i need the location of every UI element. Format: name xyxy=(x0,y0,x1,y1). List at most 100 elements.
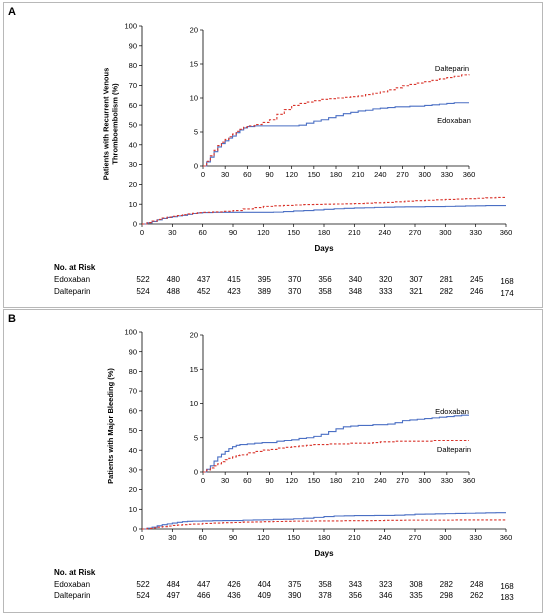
inset-x-tick-label: 30 xyxy=(221,476,229,485)
inset-x-tick-label: 330 xyxy=(441,170,454,179)
inset-series-line-dalteparin xyxy=(203,439,469,473)
x-tick-label: 240 xyxy=(378,228,391,237)
inset-x-tick-label: 30 xyxy=(221,170,229,179)
x-tick-label: 270 xyxy=(409,228,422,237)
x-tick-label: 150 xyxy=(287,228,300,237)
y-tick-label: 50 xyxy=(129,121,137,130)
series-label-edoxaban: Edoxaban xyxy=(435,407,469,416)
x-tick-label: 30 xyxy=(168,228,176,237)
inset-x-tick-label: 150 xyxy=(308,476,321,485)
inset-y-tick-label: 15 xyxy=(190,60,198,69)
x-tick-label: 300 xyxy=(439,228,452,237)
x-tick-label: 270 xyxy=(409,533,422,542)
inset-x-tick-label: 360 xyxy=(463,170,476,179)
y-tick-label: 90 xyxy=(129,41,137,50)
inset-y-tick-label: 10 xyxy=(190,399,198,408)
inset-x-tick-label: 180 xyxy=(330,170,343,179)
inset-y-tick-label: 20 xyxy=(190,331,198,340)
inset-series-line-dalteparin xyxy=(203,74,470,167)
inset-x-tick-label: 300 xyxy=(418,476,431,485)
x-tick-label: 30 xyxy=(168,533,176,542)
inset-x-tick-label: 300 xyxy=(418,170,431,179)
y-tick-label: 50 xyxy=(129,426,137,435)
x-tick-label: 60 xyxy=(198,228,206,237)
y-tick-label: 90 xyxy=(129,347,137,356)
y-axis-title-line: Patients with Recurrent Venous xyxy=(102,68,111,181)
inset-y-tick-label: 15 xyxy=(190,365,198,374)
y-tick-label: 100 xyxy=(124,328,137,337)
y-tick-label: 10 xyxy=(129,200,137,209)
y-axis-title: Patients with Recurrent VenousThromboemb… xyxy=(102,68,120,181)
y-tick-label: 30 xyxy=(129,466,137,475)
x-tick-label: 60 xyxy=(198,533,206,542)
x-axis-title: Days xyxy=(314,549,334,558)
y-tick-label: 0 xyxy=(133,525,137,534)
x-tick-label: 180 xyxy=(318,533,331,542)
x-tick-label: 90 xyxy=(229,228,237,237)
x-tick-label: 330 xyxy=(469,533,482,542)
y-tick-label: 80 xyxy=(129,61,137,70)
x-tick-label: 240 xyxy=(378,533,391,542)
panel-label: A xyxy=(8,6,16,18)
series-line-dalteparin xyxy=(142,519,506,530)
inset-series-line-edoxaban xyxy=(203,102,469,167)
y-tick-label: 80 xyxy=(129,367,137,376)
inset-y-tick-label: 20 xyxy=(190,26,198,35)
x-tick-label: 120 xyxy=(257,228,270,237)
y-tick-label: 60 xyxy=(129,101,137,110)
inset-y-tick-label: 10 xyxy=(190,94,198,103)
y-tick-label: 40 xyxy=(129,446,137,455)
y-tick-label: 40 xyxy=(129,140,137,149)
inset-x-tick-label: 240 xyxy=(374,170,387,179)
inset-x-tick-label: 120 xyxy=(285,170,298,179)
series-line-edoxaban xyxy=(142,512,506,530)
inset-x-tick-label: 210 xyxy=(352,170,365,179)
inset-x-tick-label: 150 xyxy=(308,170,321,179)
inset-y-tick-label: 0 xyxy=(194,162,198,171)
y-tick-label: 70 xyxy=(129,387,137,396)
x-tick-label: 360 xyxy=(500,533,513,542)
panel-a: A 0 10 20 30 40 50 60 70 80 90 100 0 30 60 90 120 150 180… xyxy=(3,2,543,308)
y-tick-label: 100 xyxy=(124,22,137,31)
y-tick-label: 20 xyxy=(129,180,137,189)
y-tick-label: 0 xyxy=(133,220,137,229)
inset-x-tick-label: 360 xyxy=(463,476,476,485)
series-line-edoxaban xyxy=(142,205,506,225)
x-tick-label: 210 xyxy=(348,228,361,237)
inset-x-tick-label: 0 xyxy=(201,476,205,485)
y-axis-title-line: Thromboembolism (%) xyxy=(111,83,120,165)
inset-x-tick-label: 270 xyxy=(396,170,409,179)
inset-x-tick-label: 90 xyxy=(265,170,273,179)
inset-x-tick-label: 240 xyxy=(374,476,387,485)
series-label-dalteparin: Dalteparin xyxy=(437,445,471,454)
panel-label: B xyxy=(8,313,16,325)
y-tick-label: 20 xyxy=(129,485,137,494)
x-tick-label: 300 xyxy=(439,533,452,542)
y-tick-label: 70 xyxy=(129,81,137,90)
x-tick-label: 120 xyxy=(257,533,270,542)
inset-x-tick-label: 90 xyxy=(265,476,273,485)
y-tick-label: 60 xyxy=(129,406,137,415)
inset-x-tick-label: 60 xyxy=(243,170,251,179)
x-tick-label: 330 xyxy=(469,228,482,237)
x-tick-label: 180 xyxy=(318,228,331,237)
inset-x-tick-label: 60 xyxy=(243,476,251,485)
series-label-dalteparin: Dalteparin xyxy=(435,64,469,73)
inset-x-tick-label: 270 xyxy=(396,476,409,485)
y-tick-label: 10 xyxy=(129,505,137,514)
series-label-edoxaban: Edoxaban xyxy=(437,116,471,125)
x-axis-title: Days xyxy=(314,244,334,253)
inset-x-tick-label: 330 xyxy=(441,476,454,485)
inset-x-tick-label: 210 xyxy=(352,476,365,485)
x-tick-label: 210 xyxy=(348,533,361,542)
x-tick-label: 150 xyxy=(287,533,300,542)
inset-y-tick-label: 5 xyxy=(194,433,198,442)
inset-x-tick-label: 180 xyxy=(330,476,343,485)
series-line-dalteparin xyxy=(142,196,507,225)
x-tick-label: 0 xyxy=(140,228,144,237)
inset-series-line-edoxaban xyxy=(203,414,469,473)
inset-y-tick-label: 0 xyxy=(194,468,198,477)
panel-b: B 0 10 20 30 40 50 60 70 80 90 100 0 30 60 90 120 150 180… xyxy=(3,309,543,613)
